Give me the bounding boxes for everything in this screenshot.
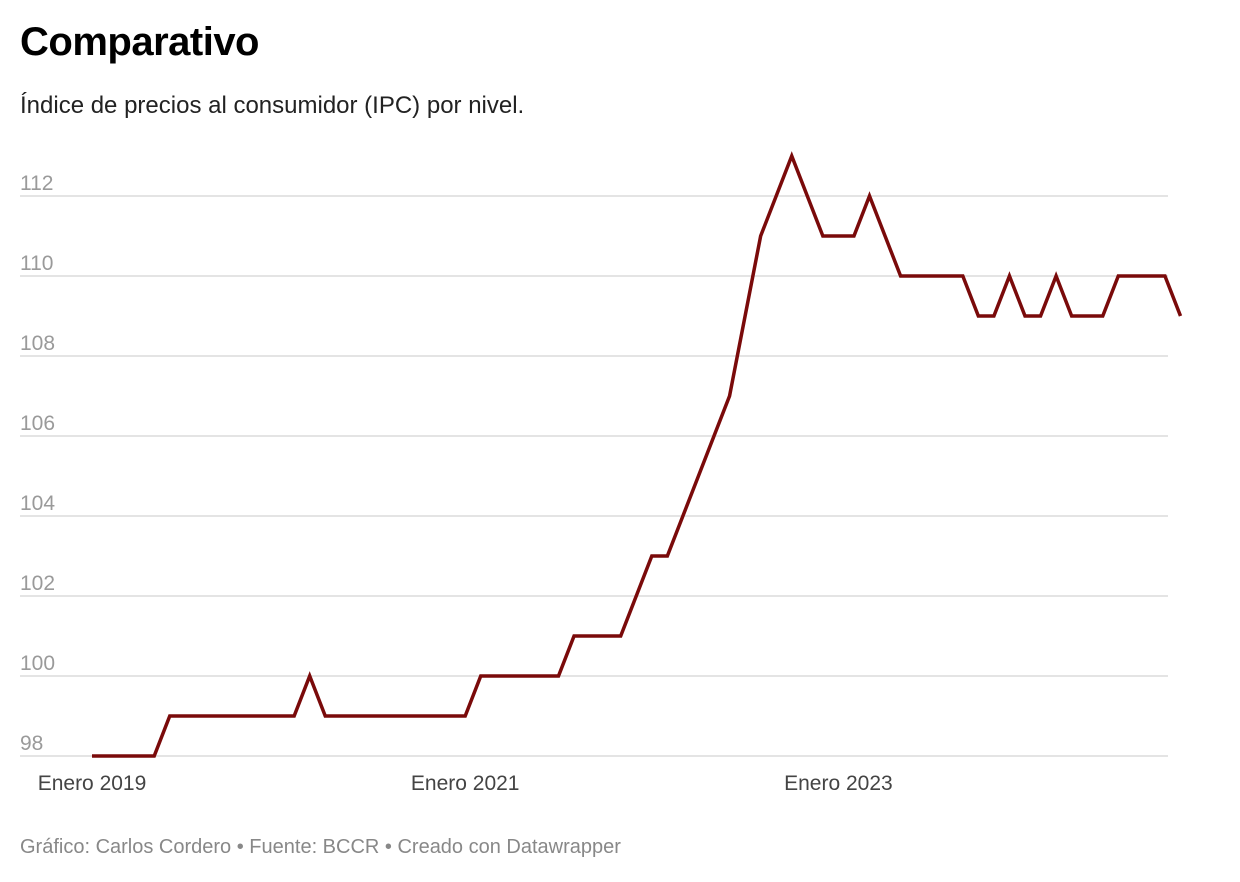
y-tick-label: 112 bbox=[20, 172, 53, 195]
y-tick-label: 104 bbox=[20, 492, 55, 515]
y-tick-label: 100 bbox=[20, 652, 55, 675]
x-axis-ticks: Enero 2019 Enero 2021 Enero 2023 bbox=[38, 772, 893, 795]
series-line-ipc bbox=[92, 151, 1183, 758]
y-axis-ticks: 98 100 102 104 106 108 110 112 bbox=[20, 172, 55, 755]
chart-footer: Gráfico: Carlos Cordero • Fuente: BCCR •… bbox=[20, 836, 621, 858]
y-tick-label: 108 bbox=[20, 332, 55, 355]
y-tick-label: 98 bbox=[20, 732, 43, 755]
y-tick-label: 110 bbox=[20, 252, 53, 275]
x-tick-label: Enero 2019 bbox=[38, 772, 147, 795]
x-tick-label: Enero 2023 bbox=[784, 772, 893, 795]
y-tick-label: 106 bbox=[20, 412, 55, 435]
x-tick-label: Enero 2021 bbox=[411, 772, 520, 795]
chart-title: Comparativo bbox=[20, 20, 260, 64]
grid-lines bbox=[20, 195, 1168, 757]
y-tick-label: 102 bbox=[20, 572, 55, 595]
chart-subtitle: Índice de precios al consumidor (IPC) po… bbox=[20, 92, 525, 119]
series-layer bbox=[92, 151, 1183, 758]
